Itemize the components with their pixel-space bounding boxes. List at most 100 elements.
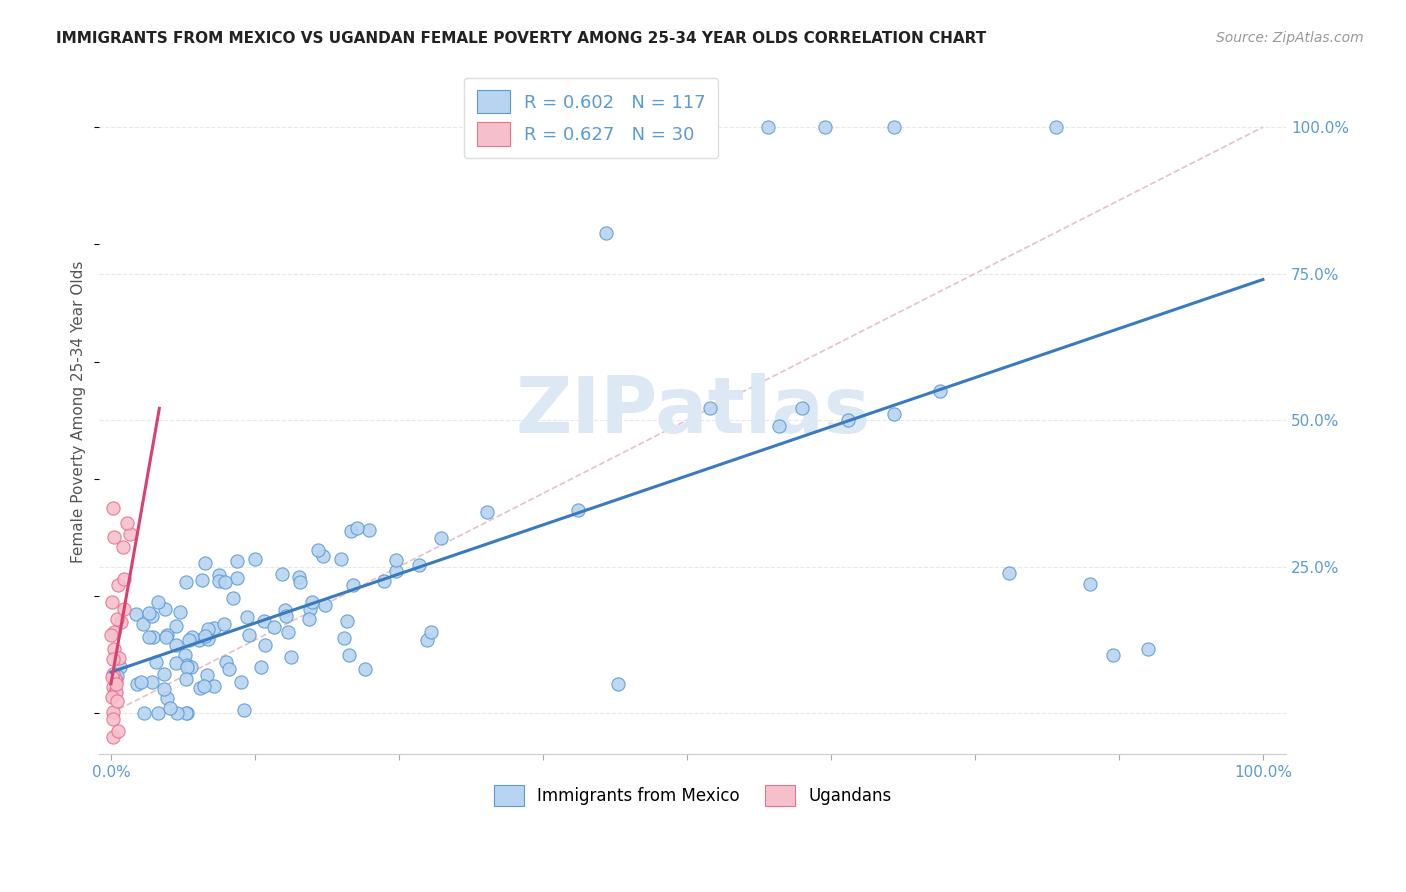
Point xyxy=(336,614,359,628)
Point xyxy=(768,419,790,434)
Point xyxy=(174,575,197,590)
Point xyxy=(120,527,142,541)
Point xyxy=(174,706,197,721)
Point xyxy=(270,566,292,581)
Point xyxy=(385,553,408,567)
Point xyxy=(103,672,125,686)
Point xyxy=(138,630,160,644)
Point xyxy=(101,595,124,609)
Point xyxy=(156,628,179,642)
Text: Source: ZipAtlas.com: Source: ZipAtlas.com xyxy=(1216,31,1364,45)
Point xyxy=(477,505,499,519)
Point xyxy=(883,407,905,421)
Point xyxy=(129,674,152,689)
Point xyxy=(253,639,276,653)
Point xyxy=(142,630,165,644)
Point xyxy=(104,685,127,699)
Point xyxy=(101,690,124,704)
Point xyxy=(340,524,363,539)
Point xyxy=(419,625,441,640)
Point xyxy=(103,625,125,640)
Point xyxy=(342,578,364,592)
Point xyxy=(110,615,132,629)
Point xyxy=(176,658,198,673)
Point xyxy=(236,609,259,624)
Point xyxy=(134,706,156,721)
Point xyxy=(100,670,122,684)
Point xyxy=(103,680,125,694)
Point xyxy=(814,120,837,135)
Point xyxy=(108,660,131,674)
Point xyxy=(188,633,211,648)
Point xyxy=(929,384,952,398)
Point xyxy=(337,648,360,662)
Point xyxy=(176,706,198,721)
Point xyxy=(250,659,273,673)
Point xyxy=(357,524,380,538)
Point xyxy=(148,594,170,608)
Point xyxy=(174,672,197,686)
Point xyxy=(165,618,187,632)
Text: IMMIGRANTS FROM MEXICO VS UGANDAN FEMALE POVERTY AMONG 25-34 YEAR OLDS CORRELATI: IMMIGRANTS FROM MEXICO VS UGANDAN FEMALE… xyxy=(56,31,987,46)
Point xyxy=(111,540,134,554)
Point xyxy=(193,679,215,693)
Point xyxy=(103,501,125,516)
Y-axis label: Female Poverty Among 25-34 Year Olds: Female Poverty Among 25-34 Year Olds xyxy=(72,260,86,563)
Point xyxy=(998,566,1021,580)
Point xyxy=(430,531,453,545)
Point xyxy=(688,120,710,135)
Point xyxy=(792,401,814,416)
Point xyxy=(280,649,302,664)
Point xyxy=(567,503,589,517)
Point xyxy=(188,681,211,695)
Point xyxy=(226,571,249,585)
Point xyxy=(146,706,169,721)
Point xyxy=(202,621,225,635)
Point xyxy=(215,656,238,670)
Point xyxy=(307,543,329,558)
Point xyxy=(181,630,204,644)
Point xyxy=(101,706,124,720)
Point xyxy=(385,564,408,578)
Point xyxy=(108,651,131,665)
Point xyxy=(245,552,267,566)
Point xyxy=(883,120,905,135)
Point xyxy=(314,598,336,612)
Point xyxy=(253,614,276,628)
Point xyxy=(1136,641,1159,656)
Point xyxy=(208,574,231,588)
Point xyxy=(156,691,179,706)
Point xyxy=(155,630,177,644)
Point xyxy=(288,570,311,584)
Point xyxy=(141,609,163,624)
Point xyxy=(153,681,176,696)
Point xyxy=(159,700,181,714)
Point xyxy=(197,632,219,647)
Point xyxy=(194,556,217,570)
Point xyxy=(125,607,148,622)
Legend: Immigrants from Mexico, Ugandans: Immigrants from Mexico, Ugandans xyxy=(485,776,900,814)
Point xyxy=(346,521,368,535)
Point xyxy=(191,573,214,587)
Point xyxy=(312,549,335,563)
Point xyxy=(103,642,125,657)
Point xyxy=(177,632,200,647)
Point xyxy=(373,574,395,589)
Point xyxy=(141,675,163,690)
Point xyxy=(112,572,135,586)
Point xyxy=(218,662,240,676)
Point xyxy=(333,632,356,646)
Point xyxy=(107,723,129,738)
Point xyxy=(222,591,245,606)
Point xyxy=(229,674,252,689)
Point xyxy=(225,554,247,568)
Point xyxy=(101,667,124,681)
Point xyxy=(416,633,439,648)
Point xyxy=(169,605,191,619)
Point xyxy=(1078,577,1101,591)
Point xyxy=(107,578,129,592)
Point xyxy=(238,628,260,642)
Point xyxy=(274,603,297,617)
Point xyxy=(132,617,155,632)
Point xyxy=(138,606,160,620)
